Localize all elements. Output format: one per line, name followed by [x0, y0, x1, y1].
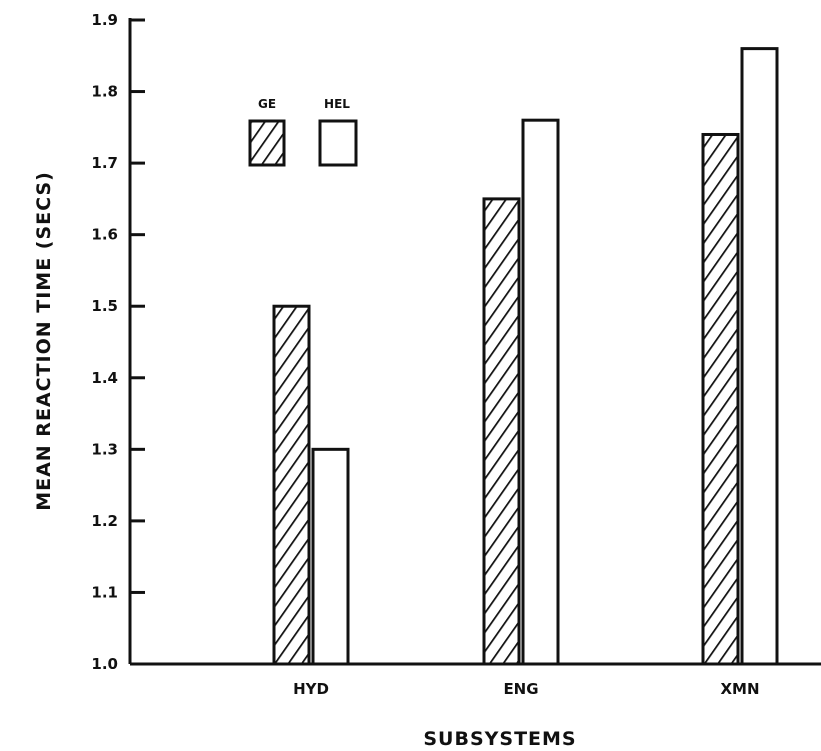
y-tick-label: 1.4 [91, 369, 118, 387]
legend: GE HEL [248, 97, 358, 167]
y-tick-label: 1.7 [91, 154, 118, 172]
bar-groups [272, 47, 779, 666]
x-axis-title: SUBSYSTEMS [423, 728, 576, 750]
bar-xmn-hel [740, 47, 779, 666]
legend-label-hel: HEL [324, 97, 350, 111]
y-axis-ticks: 1.0 1.1 1.2 1.3 1.4 1.5 1.6 1.7 1.8 1.9 [91, 11, 145, 673]
bar-hyd-ge [272, 304, 311, 666]
bar-eng-hel [521, 118, 560, 666]
bar-hyd-hel [311, 447, 350, 666]
x-axis-category-labels: HYD ENG XMN [293, 680, 759, 698]
x-category-label-hyd: HYD [293, 680, 329, 698]
y-tick-label: 1.1 [91, 583, 118, 601]
y-tick-label: 1.5 [91, 297, 118, 315]
y-tick-label: 1.3 [91, 440, 118, 458]
y-axis-title: MEAN REACTION TIME (SECS) [33, 171, 55, 511]
legend-swatch-ge [248, 119, 286, 167]
bar-eng-ge [482, 197, 521, 666]
legend-label-ge: GE [258, 97, 276, 111]
x-category-label-eng: ENG [503, 680, 538, 698]
y-tick-label: 1.8 [91, 83, 118, 101]
legend-swatch-hel [318, 119, 358, 167]
y-tick-label: 1.0 [91, 655, 118, 673]
bar-xmn-ge [701, 132, 740, 666]
y-tick-label: 1.6 [91, 226, 118, 244]
x-category-label-xmn: XMN [720, 680, 759, 698]
y-tick-label: 1.9 [91, 11, 118, 29]
y-tick-label: 1.2 [91, 512, 118, 530]
